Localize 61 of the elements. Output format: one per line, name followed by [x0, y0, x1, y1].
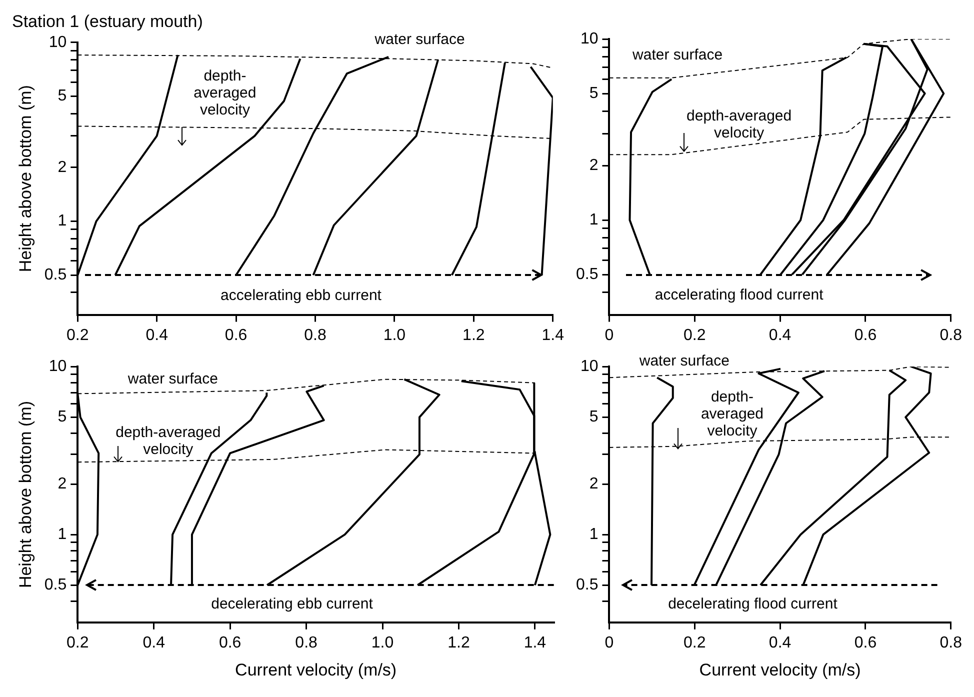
- x-tick-label: 0.6: [224, 326, 248, 344]
- y-axis-title: Height above bottom (m): [16, 400, 35, 588]
- y-tick-label: 5: [589, 84, 598, 102]
- x-tick-label: 0.4: [768, 326, 792, 344]
- y-tick-label: 0.5: [44, 576, 67, 594]
- series-label: depth-averaged velocity: [700, 388, 764, 440]
- y-axis-title: Height above bottom (m): [16, 85, 35, 272]
- y-tick-label: 5: [58, 408, 67, 426]
- chart-title: Station 1 (estuary mouth): [12, 12, 203, 31]
- series-label: depth-averaged velocity: [116, 424, 221, 458]
- x-tick-label: 1.4: [524, 634, 546, 652]
- x-tick-label: 0.4: [146, 326, 168, 344]
- x-axis-title: Current velocity (m/s): [699, 660, 861, 680]
- series-label: depth-averaged velocity: [686, 107, 792, 142]
- x-tick-label: 0.4: [142, 634, 166, 652]
- x-tick-label: 0.2: [684, 634, 706, 652]
- y-tick-label: 0.5: [576, 576, 598, 594]
- x-tick-label: 1.0: [383, 326, 406, 344]
- y-tick-label: 10: [580, 30, 598, 48]
- x-axis-title: Current velocity (m/s): [235, 660, 397, 680]
- series-label: depth-averaged velocity: [194, 68, 256, 119]
- series-label: water surface: [638, 352, 730, 370]
- y-tick-label: 2: [589, 156, 598, 174]
- series-label: water surface: [374, 30, 465, 48]
- y-tick-label: 1: [589, 526, 598, 543]
- series-label: water surface: [126, 370, 218, 388]
- y-tick-label: 2: [58, 475, 67, 492]
- x-tick-label: 0.4: [768, 634, 792, 652]
- y-tick-label: 10: [580, 358, 598, 376]
- x-tick-label: 1.0: [371, 634, 394, 652]
- x-tick-label: 1.4: [542, 326, 564, 344]
- x-tick-label: 1.2: [448, 634, 470, 652]
- y-tick-label: 10: [48, 358, 67, 376]
- y-tick-label: 5: [589, 408, 598, 426]
- y-tick-label: 0.5: [576, 266, 598, 284]
- x-tick-label: 1.2: [462, 326, 485, 344]
- x-tick-label: 0.8: [304, 326, 326, 344]
- y-tick-label: 0.5: [44, 266, 67, 284]
- x-tick-label: 0.6: [854, 326, 877, 344]
- x-tick-label: 0.2: [66, 634, 89, 652]
- y-tick-label: 1: [58, 212, 67, 230]
- y-tick-label: 2: [58, 158, 67, 176]
- annotation: decelerating flood current: [668, 596, 838, 613]
- x-tick-label: 0: [604, 634, 614, 652]
- x-tick-label: 0.2: [66, 326, 89, 344]
- x-tick-label: 0.8: [940, 326, 962, 344]
- x-tick-label: 0.8: [940, 634, 962, 652]
- x-tick-label: 0.8: [295, 634, 318, 652]
- annotation: accelerating flood current: [654, 286, 824, 304]
- annotation: decelerating ebb current: [211, 596, 374, 613]
- x-tick-label: 0: [604, 326, 614, 344]
- x-tick-label: 0.6: [854, 634, 877, 652]
- series-label: water surface: [632, 46, 723, 64]
- y-tick-label: 1: [589, 212, 598, 229]
- y-tick-label: 2: [589, 475, 598, 492]
- x-tick-label: 0.2: [684, 326, 706, 344]
- y-tick-label: 10: [48, 34, 67, 51]
- y-tick-label: 5: [58, 88, 67, 105]
- y-tick-label: 1: [58, 526, 67, 543]
- annotation: accelerating ebb current: [220, 286, 382, 304]
- x-tick-label: 0.6: [218, 634, 242, 652]
